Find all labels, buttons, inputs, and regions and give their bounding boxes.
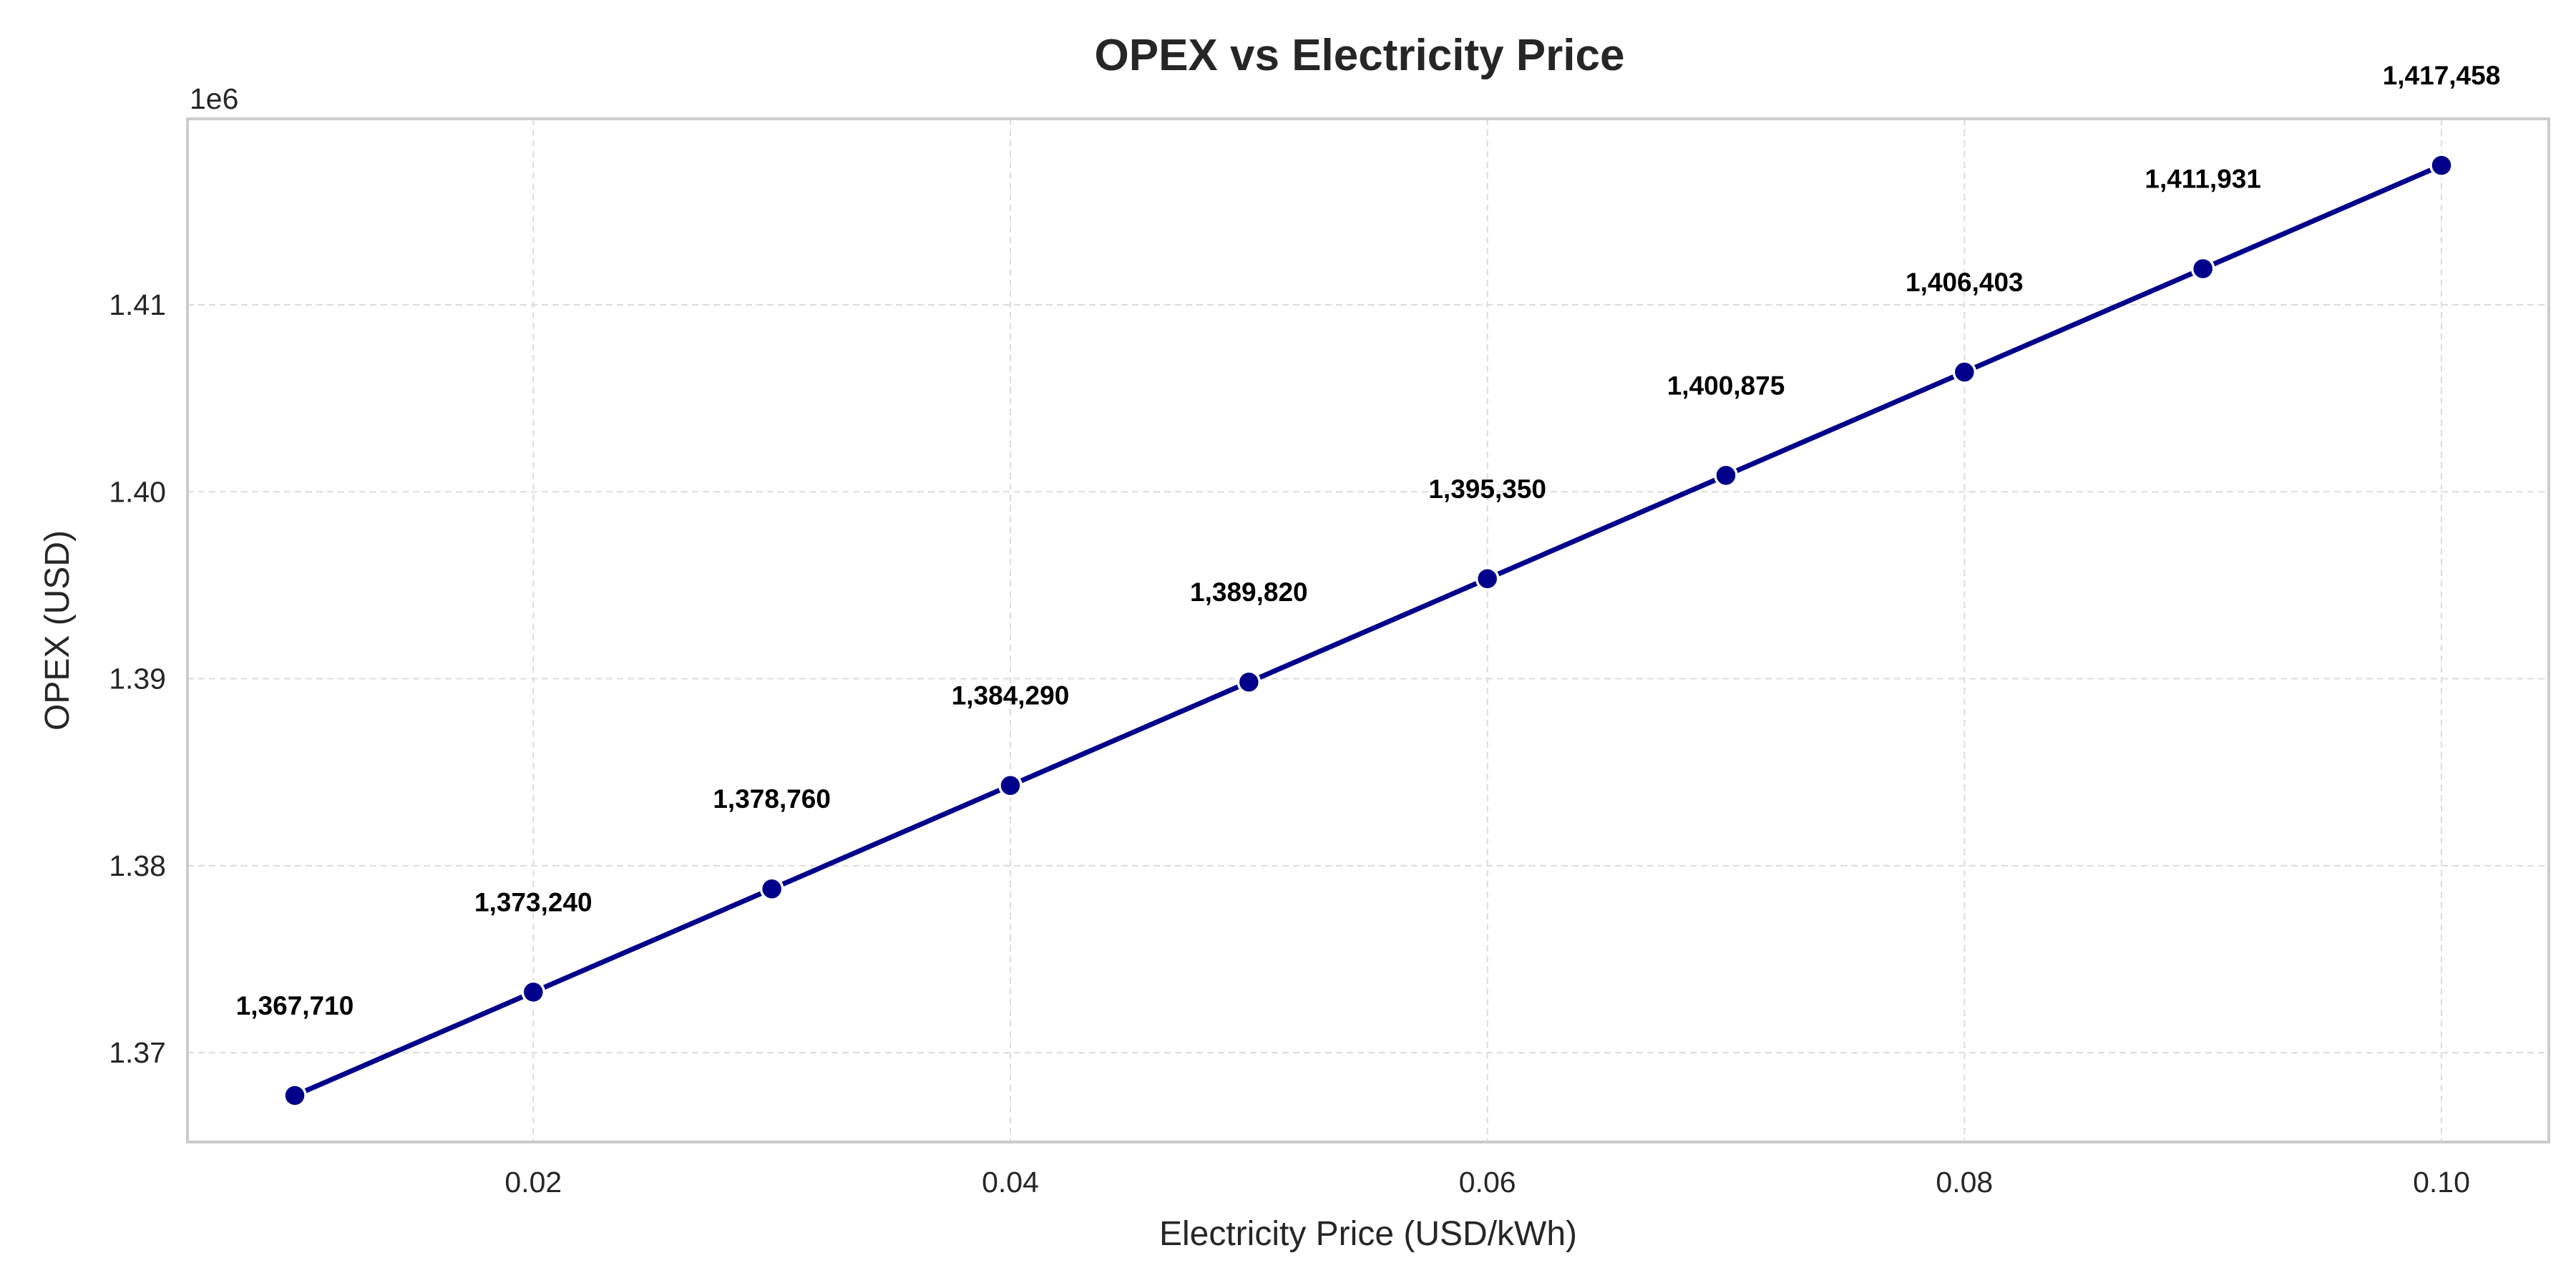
data-label: 1,373,240 [474, 887, 592, 917]
data-point [759, 877, 784, 901]
data-label: 1,367,710 [236, 991, 354, 1020]
y-tick-label: 1.37 [109, 1036, 166, 1069]
grid-lines [187, 119, 2549, 1142]
x-tick-label: 0.08 [1936, 1166, 1993, 1199]
y-tick-labels: 1.37 1.38 1.39 1.40 1.41 [109, 288, 166, 1069]
x-tick-label: 0.04 [982, 1166, 1039, 1199]
data-point [998, 773, 1023, 798]
y-tick-label: 1.39 [109, 663, 166, 696]
x-tick-label: 0.02 [504, 1166, 562, 1199]
y-axis-label: OPEX (USD) [39, 530, 77, 731]
data-point [521, 980, 546, 1005]
data-point [2429, 153, 2454, 177]
data-point [1236, 670, 1262, 694]
x-tick-labels: 0.02 0.04 0.06 0.08 0.10 [504, 1166, 2469, 1199]
x-axis-label: Electricity Price (USD/kWh) [1159, 1215, 1577, 1253]
data-point [283, 1083, 307, 1108]
data-labels: 1,367,710 1,373,240 1,378,760 1,384,290 1,38… [236, 61, 2501, 1020]
data-point [1714, 463, 1738, 488]
series-line [292, 162, 2444, 1098]
data-label: 1,384,290 [952, 681, 1070, 711]
y-tick-label: 1.40 [109, 475, 166, 508]
data-point [1475, 567, 1500, 591]
y-tick-label: 1.38 [109, 849, 166, 882]
plot-frame [186, 117, 2550, 1143]
x-tick-label: 0.10 [2413, 1166, 2470, 1199]
data-points [283, 153, 2454, 1108]
data-label: 1,411,931 [2145, 165, 2261, 194]
data-point [2190, 256, 2215, 281]
y-tick-label: 1.41 [109, 288, 166, 321]
x-tick-label: 0.06 [1459, 1166, 1516, 1199]
data-label: 1,378,760 [713, 784, 831, 814]
y-offset-label: 1e6 [190, 82, 238, 115]
data-label: 1,406,403 [1906, 268, 2024, 297]
data-label: 1,395,350 [1428, 474, 1546, 504]
chart-title: OPEX vs Electricity Price [1095, 31, 1625, 80]
data-label: 1,417,458 [2383, 61, 2501, 90]
data-label: 1,400,875 [1667, 371, 1785, 400]
data-label: 1,389,820 [1190, 577, 1308, 607]
data-point [1952, 360, 1977, 384]
